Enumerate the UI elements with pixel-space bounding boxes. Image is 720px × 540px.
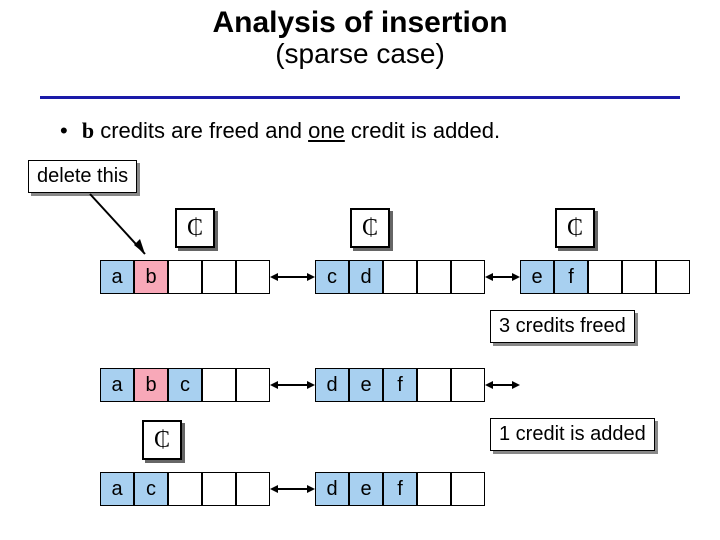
row1-group2: c d: [315, 260, 485, 294]
bullet-text2: credit is added.: [345, 118, 500, 143]
cell: c: [134, 472, 168, 506]
cell: c: [168, 368, 202, 402]
cell: d: [315, 368, 349, 402]
title-line2: (sparse case): [0, 38, 720, 70]
cell: a: [100, 472, 134, 506]
cell: b: [134, 368, 168, 402]
cell: [236, 472, 270, 506]
credit-box-2: ₵: [350, 208, 390, 248]
title-line1: Analysis of insertion: [0, 6, 720, 40]
cell: [236, 260, 270, 294]
title-block: Analysis of insertion (sparse case): [0, 0, 720, 70]
cell: [417, 260, 451, 294]
cell: [451, 472, 485, 506]
dbl-arrow-r1-1: [270, 270, 315, 284]
cell: f: [554, 260, 588, 294]
dbl-arrow-r3-1: [270, 482, 315, 496]
cell: b: [134, 260, 168, 294]
cell: [202, 472, 236, 506]
cell: e: [520, 260, 554, 294]
credits-freed-label: 3 credits freed: [490, 310, 635, 343]
cell: d: [349, 260, 383, 294]
bullet-line: • b credits are freed and one credit is …: [60, 118, 500, 144]
cell: d: [315, 472, 349, 506]
cell: [451, 368, 485, 402]
delete-arrow: [60, 192, 180, 262]
row2-group2: d e f: [315, 368, 485, 402]
row3-group1: a c: [100, 472, 270, 506]
credit-added-label: 1 credit is added: [490, 418, 655, 451]
bullet-text1: credits are freed and: [94, 118, 308, 143]
cell: [202, 368, 236, 402]
cell: [622, 260, 656, 294]
cell: f: [383, 472, 417, 506]
cell: [202, 260, 236, 294]
row3-group2: d e f: [315, 472, 485, 506]
delete-this-label: delete this: [28, 160, 137, 193]
credit-box-1: ₵: [175, 208, 215, 248]
dbl-arrow-r1-2: [485, 270, 520, 284]
row2-group1: a b c: [100, 368, 270, 402]
credit-box-4: ₵: [142, 420, 182, 460]
cell: [417, 368, 451, 402]
row1-group1: a b: [100, 260, 270, 294]
dbl-arrow-r2-1: [270, 378, 315, 392]
cell: [168, 260, 202, 294]
cell: e: [349, 368, 383, 402]
cell: a: [100, 368, 134, 402]
cell: e: [349, 472, 383, 506]
cell: [417, 472, 451, 506]
bullet-dot: •: [60, 118, 68, 143]
credit-box-3: ₵: [555, 208, 595, 248]
cell: [168, 472, 202, 506]
cell: [588, 260, 622, 294]
title-rule: [40, 96, 680, 99]
cell: [383, 260, 417, 294]
cell: a: [100, 260, 134, 294]
cell: f: [383, 368, 417, 402]
bullet-var-b: b: [82, 118, 94, 143]
bullet-one: one: [308, 118, 345, 143]
row1-group3: e f: [520, 260, 690, 294]
dbl-arrow-r2-2: [485, 378, 520, 392]
cell: [236, 368, 270, 402]
cell: c: [315, 260, 349, 294]
cell: [451, 260, 485, 294]
cell: [656, 260, 690, 294]
